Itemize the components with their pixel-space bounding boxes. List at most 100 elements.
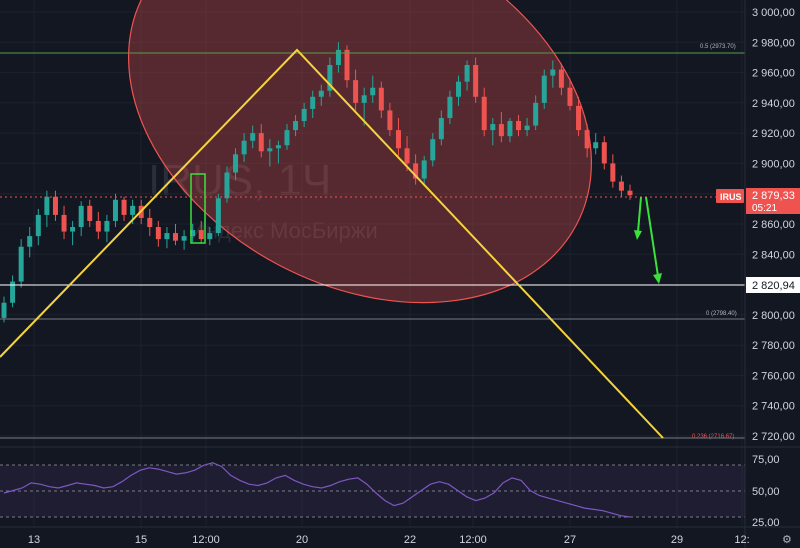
- candle-up: [250, 133, 256, 141]
- candle-down: [87, 205, 93, 221]
- candle-up: [284, 130, 290, 146]
- candle-up: [310, 96, 316, 109]
- candle-down: [95, 220, 101, 232]
- candle-down: [173, 233, 179, 241]
- candle-down: [378, 87, 384, 111]
- candle-up: [455, 81, 461, 97]
- time-tick-label: 12:: [734, 534, 749, 546]
- candle-up: [207, 233, 213, 240]
- candle-up: [430, 139, 436, 161]
- candle-down: [584, 130, 590, 149]
- candle-up: [327, 65, 333, 91]
- price-tick-label: 2 860,00: [752, 219, 795, 231]
- candle-down: [198, 230, 204, 240]
- price-tick-label: 2 980,00: [752, 37, 795, 49]
- candle-up: [190, 230, 196, 237]
- candle-up: [438, 118, 444, 140]
- time-tick-label: 27: [564, 534, 576, 546]
- candle-up: [361, 95, 367, 103]
- candle-up: [10, 281, 16, 303]
- candle-up: [112, 199, 118, 221]
- rsi-axis[interactable]: 75,00 50,00 25,00: [752, 454, 780, 529]
- candle-down: [121, 199, 127, 215]
- level-badge-text: 2 820,94: [752, 280, 795, 292]
- price-tick-label: 3 000,00: [752, 7, 795, 19]
- candle-up: [70, 227, 76, 232]
- candle-up: [507, 121, 513, 137]
- rsi-tick-label: 50,00: [752, 486, 780, 498]
- candle-up: [490, 124, 496, 131]
- trend-lines[interactable]: [0, 48, 664, 439]
- candle-down: [576, 105, 582, 131]
- candle-up: [293, 121, 299, 131]
- candle-up: [267, 148, 273, 152]
- candle-down: [618, 181, 624, 191]
- candle-up: [421, 160, 427, 179]
- symbol-badge: [716, 189, 744, 203]
- candle-up: [301, 108, 307, 122]
- candle-up: [318, 90, 324, 97]
- candle-up: [44, 196, 50, 215]
- countdown-text: 05:21: [752, 203, 777, 214]
- candle-down: [52, 196, 58, 215]
- candle-up: [533, 102, 539, 126]
- candle-up: [464, 65, 470, 82]
- candle-down: [473, 65, 479, 97]
- arrow-down-icon: [653, 273, 662, 284]
- candle-up: [241, 140, 247, 155]
- time-tick-label: 22: [404, 534, 416, 546]
- time-axis[interactable]: 13 15 12:00 20 22 12:00 27 29 12:: [28, 534, 750, 546]
- time-tick-label: 15: [135, 534, 147, 546]
- highlight-ellipse[interactable]: [62, 0, 659, 380]
- time-tick-label: 20: [296, 534, 308, 546]
- gear-icon[interactable]: ⚙: [782, 533, 792, 546]
- time-tick-label: 13: [28, 534, 40, 546]
- price-axis[interactable]: 3 000,00 2 980,00 2 960,00 2 940,00 2 920,00…: [752, 7, 795, 443]
- level-badge: [746, 277, 800, 293]
- price-badge: [746, 188, 800, 214]
- candle-down: [395, 130, 401, 149]
- candle-up: [1, 302, 7, 318]
- signal-rectangle[interactable]: [190, 173, 206, 244]
- candle-up: [541, 75, 547, 103]
- rsi-tick-label: 75,00: [752, 454, 780, 466]
- arrow-down-icon: [634, 230, 642, 240]
- candles-group: [1, 42, 633, 323]
- rsi-tick-label: 25,00: [752, 517, 780, 529]
- price-tick-label: 2 780,00: [752, 340, 795, 352]
- time-tick-label: 29: [671, 534, 683, 546]
- price-tick-label: 2 940,00: [752, 98, 795, 110]
- candle-down: [567, 87, 573, 106]
- candle-up: [27, 236, 33, 247]
- arrow-line-2: [645, 196, 659, 277]
- candle-down: [601, 142, 607, 164]
- candle-up: [130, 205, 136, 215]
- candle-up: [447, 96, 453, 118]
- candle-down: [258, 133, 264, 152]
- candle-down: [155, 227, 161, 240]
- price-tick-label: 2 960,00: [752, 68, 795, 80]
- arrow-line-1: [637, 196, 642, 233]
- candle-up: [275, 145, 281, 149]
- candle-up: [224, 172, 230, 199]
- candle-up: [215, 198, 221, 234]
- candle-down: [558, 69, 564, 88]
- candle-up: [164, 233, 170, 240]
- candle-down: [404, 148, 410, 164]
- candle-down: [413, 163, 419, 179]
- candle-up: [233, 154, 239, 173]
- candle-down: [353, 80, 359, 103]
- price-tick-label: 2 740,00: [752, 401, 795, 413]
- candle-up: [18, 246, 24, 282]
- fib-label-bottom: 0.236 (2716.67): [692, 434, 734, 440]
- candle-down: [61, 214, 67, 232]
- time-tick-label: 12:00: [459, 534, 487, 546]
- time-tick-label: 12:00: [192, 534, 220, 546]
- price-tick-label: 2 720,00: [752, 431, 795, 443]
- price-tick-label: 2 920,00: [752, 128, 795, 140]
- candle-down: [516, 121, 522, 131]
- price-tick-label: 2 800,00: [752, 310, 795, 322]
- candle-up: [335, 49, 341, 65]
